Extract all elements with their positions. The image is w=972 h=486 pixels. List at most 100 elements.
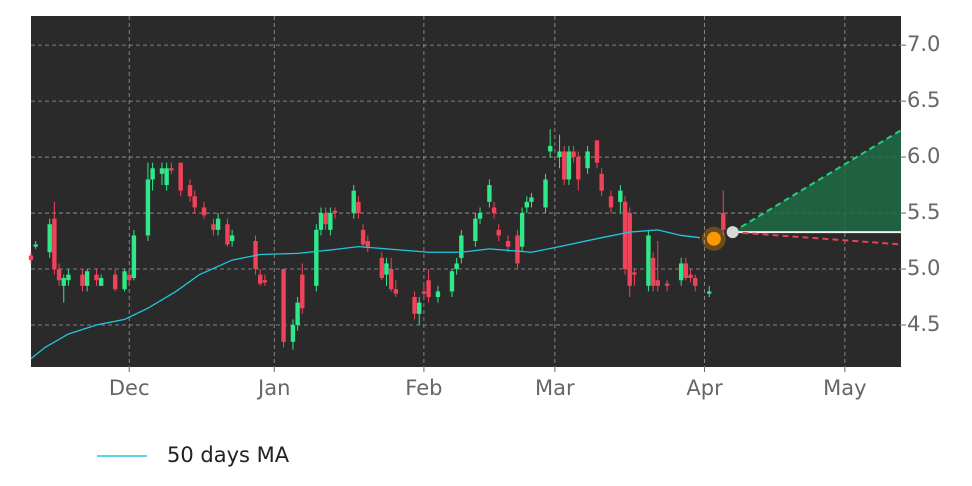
candle-body	[84, 271, 90, 286]
candle-body	[393, 289, 399, 294]
forecast-area	[732, 130, 901, 233]
candle-body	[94, 274, 99, 281]
candle-body	[169, 168, 174, 171]
forecast-start-marker	[726, 226, 739, 239]
last-price-marker	[706, 231, 721, 246]
candle-body	[66, 274, 71, 281]
candle-body	[454, 263, 459, 270]
candle-body	[608, 196, 614, 208]
candle-body	[98, 277, 104, 286]
candle-body	[707, 291, 712, 294]
candle-body	[594, 140, 600, 163]
candle-body	[435, 291, 441, 298]
candle-body	[529, 197, 534, 202]
candle-body	[571, 151, 576, 158]
y-tick-label: 4.5	[907, 312, 940, 336]
candle-body	[295, 302, 300, 326]
candle-body	[622, 201, 628, 270]
candle-body	[683, 263, 689, 278]
candle-body	[314, 229, 319, 286]
candle-body	[496, 229, 501, 236]
x-tick-label: May	[823, 376, 866, 400]
x-tick-label: Feb	[405, 376, 442, 400]
candle-body	[47, 224, 52, 253]
moving-average	[30, 229, 700, 360]
candle-body	[159, 168, 165, 174]
candle-body	[473, 218, 478, 242]
candle-body	[164, 168, 169, 186]
candle-body	[384, 263, 389, 275]
candle-body	[449, 271, 455, 292]
candle-body	[646, 235, 651, 286]
candle-body	[388, 269, 394, 290]
y-tick-label: 6.5	[907, 88, 940, 112]
candle-body	[576, 157, 581, 180]
candle-body	[328, 213, 333, 230]
candle-body	[632, 272, 637, 275]
candle-body	[318, 213, 324, 230]
candle-body	[262, 280, 268, 283]
candle-body	[664, 283, 670, 286]
candle-body	[52, 218, 57, 270]
candle-body	[599, 173, 604, 191]
candle-body	[721, 213, 726, 230]
candle-body	[412, 297, 417, 314]
candle-body	[290, 325, 296, 342]
y-tick-label: 6.0	[907, 144, 940, 168]
candle-body	[33, 244, 38, 247]
candle-body	[56, 269, 62, 281]
candle-body	[585, 151, 590, 169]
candle-body	[477, 213, 483, 219]
candle-body	[356, 201, 361, 214]
candle-body	[562, 151, 567, 180]
x-tick-label: Mar	[535, 376, 575, 400]
candle-body	[215, 218, 221, 230]
candle-body	[323, 213, 328, 225]
candle-body	[225, 224, 230, 245]
candle-body	[201, 207, 207, 216]
y-tick-label: 7.0	[907, 32, 940, 56]
candle-body	[519, 213, 525, 247]
y-tick-label: 5.0	[907, 256, 940, 280]
candle-body	[543, 179, 548, 208]
candle-body	[566, 151, 572, 180]
candle-body	[178, 162, 183, 191]
candle-body	[192, 196, 197, 208]
candle-body	[211, 224, 216, 230]
x-tick-label: Apr	[686, 376, 723, 400]
candle-body	[332, 210, 338, 214]
candle-body	[459, 235, 464, 258]
candle-body	[187, 185, 193, 197]
candle-body	[417, 302, 422, 314]
candle-body	[351, 190, 356, 214]
candle-body	[650, 257, 656, 286]
candle-body	[112, 274, 118, 290]
candle-body	[229, 235, 235, 242]
candle-body	[379, 257, 385, 278]
candle-body	[627, 213, 632, 286]
candle-body	[360, 229, 366, 245]
candle-body	[618, 190, 623, 202]
candle-body	[145, 179, 151, 236]
candle-body	[257, 274, 263, 284]
candle-body	[557, 151, 562, 158]
candle-body	[150, 168, 155, 180]
x-tick-label: Dec	[109, 376, 150, 400]
candle-body	[421, 291, 427, 294]
y-tick-label: 5.5	[907, 200, 940, 224]
candle-body	[547, 145, 553, 152]
forecast-upper	[732, 129, 902, 233]
candle-body	[365, 241, 370, 247]
forecast-lower	[732, 231, 902, 246]
candle-body	[28, 255, 34, 261]
candle-body	[688, 274, 693, 278]
candle-body	[505, 241, 511, 247]
plot-area	[31, 16, 901, 367]
candle-body	[515, 235, 520, 264]
candle-body	[487, 185, 492, 202]
candle-body	[678, 263, 684, 281]
candle-body	[80, 274, 85, 286]
legend-label: 50 days MA	[167, 443, 290, 467]
candle-body	[281, 269, 286, 342]
candle-body	[692, 277, 698, 286]
